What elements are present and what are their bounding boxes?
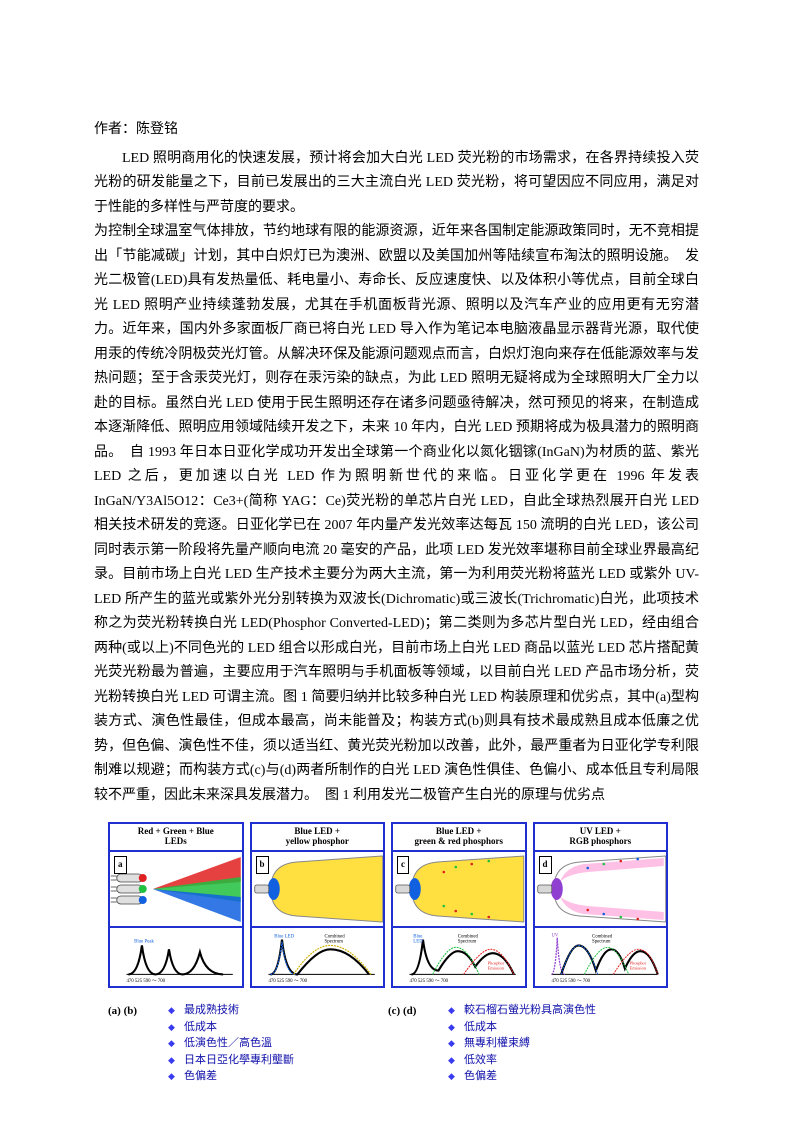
panel-c-title2: green & red phosphors: [395, 837, 523, 847]
bullet-text: 低成本: [184, 1019, 217, 1036]
panel-a: Red + Green + Blue LEDs a: [108, 822, 244, 988]
figure-1: Red + Green + Blue LEDs a: [108, 822, 668, 1085]
diamond-icon: ◆: [448, 1054, 458, 1068]
panel-c-tag: c: [397, 856, 409, 874]
svg-text:Blue Peak: Blue Peak: [134, 940, 154, 945]
svg-text:Blue LED: Blue LED: [274, 935, 294, 940]
bullets-left: ◆ 最成熟技術 ◆ 低成本 ◆ 低演色性／高色溫 ◆ 日本日亞化學專利壟斷 ◆ 色偏差: [168, 1002, 388, 1085]
svg-text:Spectrum: Spectrum: [324, 940, 343, 945]
panel-b-tag: b: [256, 856, 269, 874]
spectrum-d: UV Combined Spectrum Phosphor Emission 4…: [535, 928, 667, 986]
svg-text:Spectrum: Spectrum: [458, 940, 477, 945]
bullet-item: ◆ 低成本: [448, 1019, 668, 1036]
bullet-item: ◆ 無專利權束縛: [448, 1035, 668, 1052]
bullet-text: 色偏差: [464, 1068, 497, 1085]
panel-a-tag: a: [114, 856, 127, 874]
spectrum-a: Blue Peak 470 525 590 ～ 700: [110, 928, 242, 986]
paragraph-2: 为控制全球温室气体排放，节约地球有限的能源资源，近年来各国制定能源政策同时，无不…: [94, 220, 699, 808]
svg-text:Emission: Emission: [488, 966, 505, 971]
bullet-item: ◆ 低成本: [168, 1019, 388, 1036]
bullet-item: ◆ 色偏差: [448, 1068, 668, 1085]
bullet-item: ◆ 較石榴石螢光粉具高演色性: [448, 1002, 668, 1019]
svg-text:470 525 590 ～ 700: 470 525 590 ～ 700: [551, 979, 590, 984]
paragraph-1: LED 照明商用化的快速发展，预计将会加大白光 LED 荧光粉的市场需求，在各界…: [94, 147, 699, 221]
uv-rgb-diagram: [535, 852, 667, 926]
bullet-text: 色偏差: [184, 1068, 217, 1085]
bullets-left-label: (a) (b): [108, 1002, 168, 1085]
diamond-icon: ◆: [168, 1021, 178, 1035]
panel-d-tag: d: [539, 856, 552, 874]
diamond-icon: ◆: [168, 1070, 178, 1084]
panel-a-spectrum: Blue Peak 470 525 590 ～ 700: [110, 926, 242, 986]
panel-row: Red + Green + Blue LEDs a: [108, 822, 668, 988]
bullet-item: ◆ 最成熟技術: [168, 1002, 388, 1019]
diamond-icon: ◆: [168, 1054, 178, 1068]
diamond-icon: ◆: [448, 1037, 458, 1051]
bullet-text: 最成熟技術: [184, 1002, 239, 1019]
bullets-row: (a) (b) ◆ 最成熟技術 ◆ 低成本 ◆ 低演色性／高色溫 ◆ 日本日亞化學專利壟…: [108, 1002, 668, 1085]
panel-b-body: b: [252, 852, 384, 926]
svg-text:Spectrum: Spectrum: [592, 940, 611, 945]
bullets-right-label: (c) (d): [388, 1002, 448, 1085]
bullet-item: ◆ 低演色性／高色溫: [168, 1035, 388, 1052]
bullet-text: 低演色性／高色溫: [184, 1035, 272, 1052]
svg-text:UV: UV: [551, 934, 558, 939]
panel-c-body: c: [393, 852, 525, 926]
svg-text:470 525 590 ～ 700: 470 525 590 ～ 700: [126, 979, 165, 984]
bullet-item: ◆ 低效率: [448, 1052, 668, 1069]
diamond-icon: ◆: [448, 1004, 458, 1018]
panel-d-body: d: [535, 852, 667, 926]
panel-d-title2: RGB phosphors: [537, 837, 665, 847]
diamond-icon: ◆: [448, 1021, 458, 1035]
rgb-led-diagram: [110, 852, 242, 926]
bullet-text: 日本日亞化學專利壟斷: [184, 1052, 294, 1069]
panel-b-title2: yellow phosphor: [254, 837, 382, 847]
author-prefix: 作者：: [94, 122, 136, 137]
bullet-item: ◆ 色偏差: [168, 1068, 388, 1085]
author-name: 陈登铭: [136, 122, 178, 137]
blue-yellow-diagram: [252, 852, 384, 926]
bullet-item: ◆ 日本日亞化學專利壟斷: [168, 1052, 388, 1069]
bullet-text: 無專利權束縛: [464, 1035, 530, 1052]
svg-text:Emission: Emission: [629, 966, 646, 971]
diamond-icon: ◆: [168, 1004, 178, 1018]
panel-a-title2: LEDs: [112, 837, 240, 847]
panel-b-spectrum: Blue LED Combined Spectrum 470 525 590 ～…: [252, 926, 384, 986]
svg-text:470 525 590 ～ 700: 470 525 590 ～ 700: [409, 979, 448, 984]
bullet-text: 低成本: [464, 1019, 497, 1036]
panel-c-spectrum: Blue LED Combined Spectrum Phosphor Emis…: [393, 926, 525, 986]
svg-text:470 525 590 ～ 700: 470 525 590 ～ 700: [268, 979, 307, 984]
diamond-icon: ◆: [168, 1037, 178, 1051]
author-line: 作者：陈登铭: [94, 118, 699, 143]
bullet-text: 較石榴石螢光粉具高演色性: [464, 1002, 596, 1019]
spectrum-b: Blue LED Combined Spectrum 470 525 590 ～…: [252, 928, 384, 986]
bullets-right: ◆ 較石榴石螢光粉具高演色性 ◆ 低成本 ◆ 無專利權束縛 ◆ 低效率 ◆ 色偏差: [448, 1002, 668, 1085]
panel-c: Blue LED + green & red phosphors c: [391, 822, 527, 988]
bullet-text: 低效率: [464, 1052, 497, 1069]
panel-a-body: a: [110, 852, 242, 926]
panel-d: UV LED + RGB phosphors d: [533, 822, 669, 988]
diamond-icon: ◆: [448, 1070, 458, 1084]
panel-d-spectrum: UV Combined Spectrum Phosphor Emission 4…: [535, 926, 667, 986]
panel-b: Blue LED + yellow phosphor b Blue LED: [250, 822, 386, 988]
spectrum-c: Blue LED Combined Spectrum Phosphor Emis…: [393, 928, 525, 986]
blue-gr-diagram: [393, 852, 525, 926]
svg-text:LED: LED: [413, 940, 423, 945]
